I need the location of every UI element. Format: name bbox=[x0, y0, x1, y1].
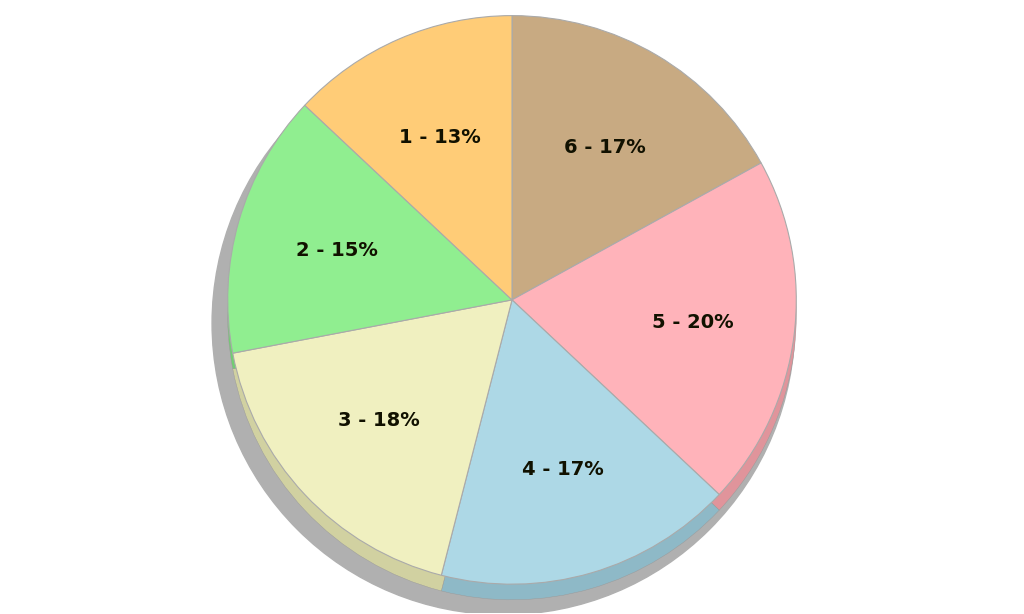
Wedge shape bbox=[232, 316, 512, 591]
Text: 6 - 17%: 6 - 17% bbox=[564, 139, 645, 157]
Wedge shape bbox=[512, 31, 761, 316]
Wedge shape bbox=[441, 300, 719, 584]
Text: 1 - 13%: 1 - 13% bbox=[399, 128, 480, 147]
Wedge shape bbox=[305, 31, 512, 316]
Text: 4 - 17%: 4 - 17% bbox=[522, 460, 603, 479]
Wedge shape bbox=[232, 300, 512, 575]
Wedge shape bbox=[512, 15, 761, 300]
Circle shape bbox=[212, 32, 795, 614]
Text: 3 - 18%: 3 - 18% bbox=[339, 411, 420, 430]
Text: 5 - 20%: 5 - 20% bbox=[651, 313, 733, 332]
Wedge shape bbox=[512, 163, 797, 494]
Wedge shape bbox=[441, 316, 719, 600]
Wedge shape bbox=[512, 179, 797, 510]
Wedge shape bbox=[305, 15, 512, 300]
Wedge shape bbox=[227, 121, 512, 369]
Wedge shape bbox=[227, 105, 512, 353]
Text: 2 - 15%: 2 - 15% bbox=[296, 241, 378, 260]
